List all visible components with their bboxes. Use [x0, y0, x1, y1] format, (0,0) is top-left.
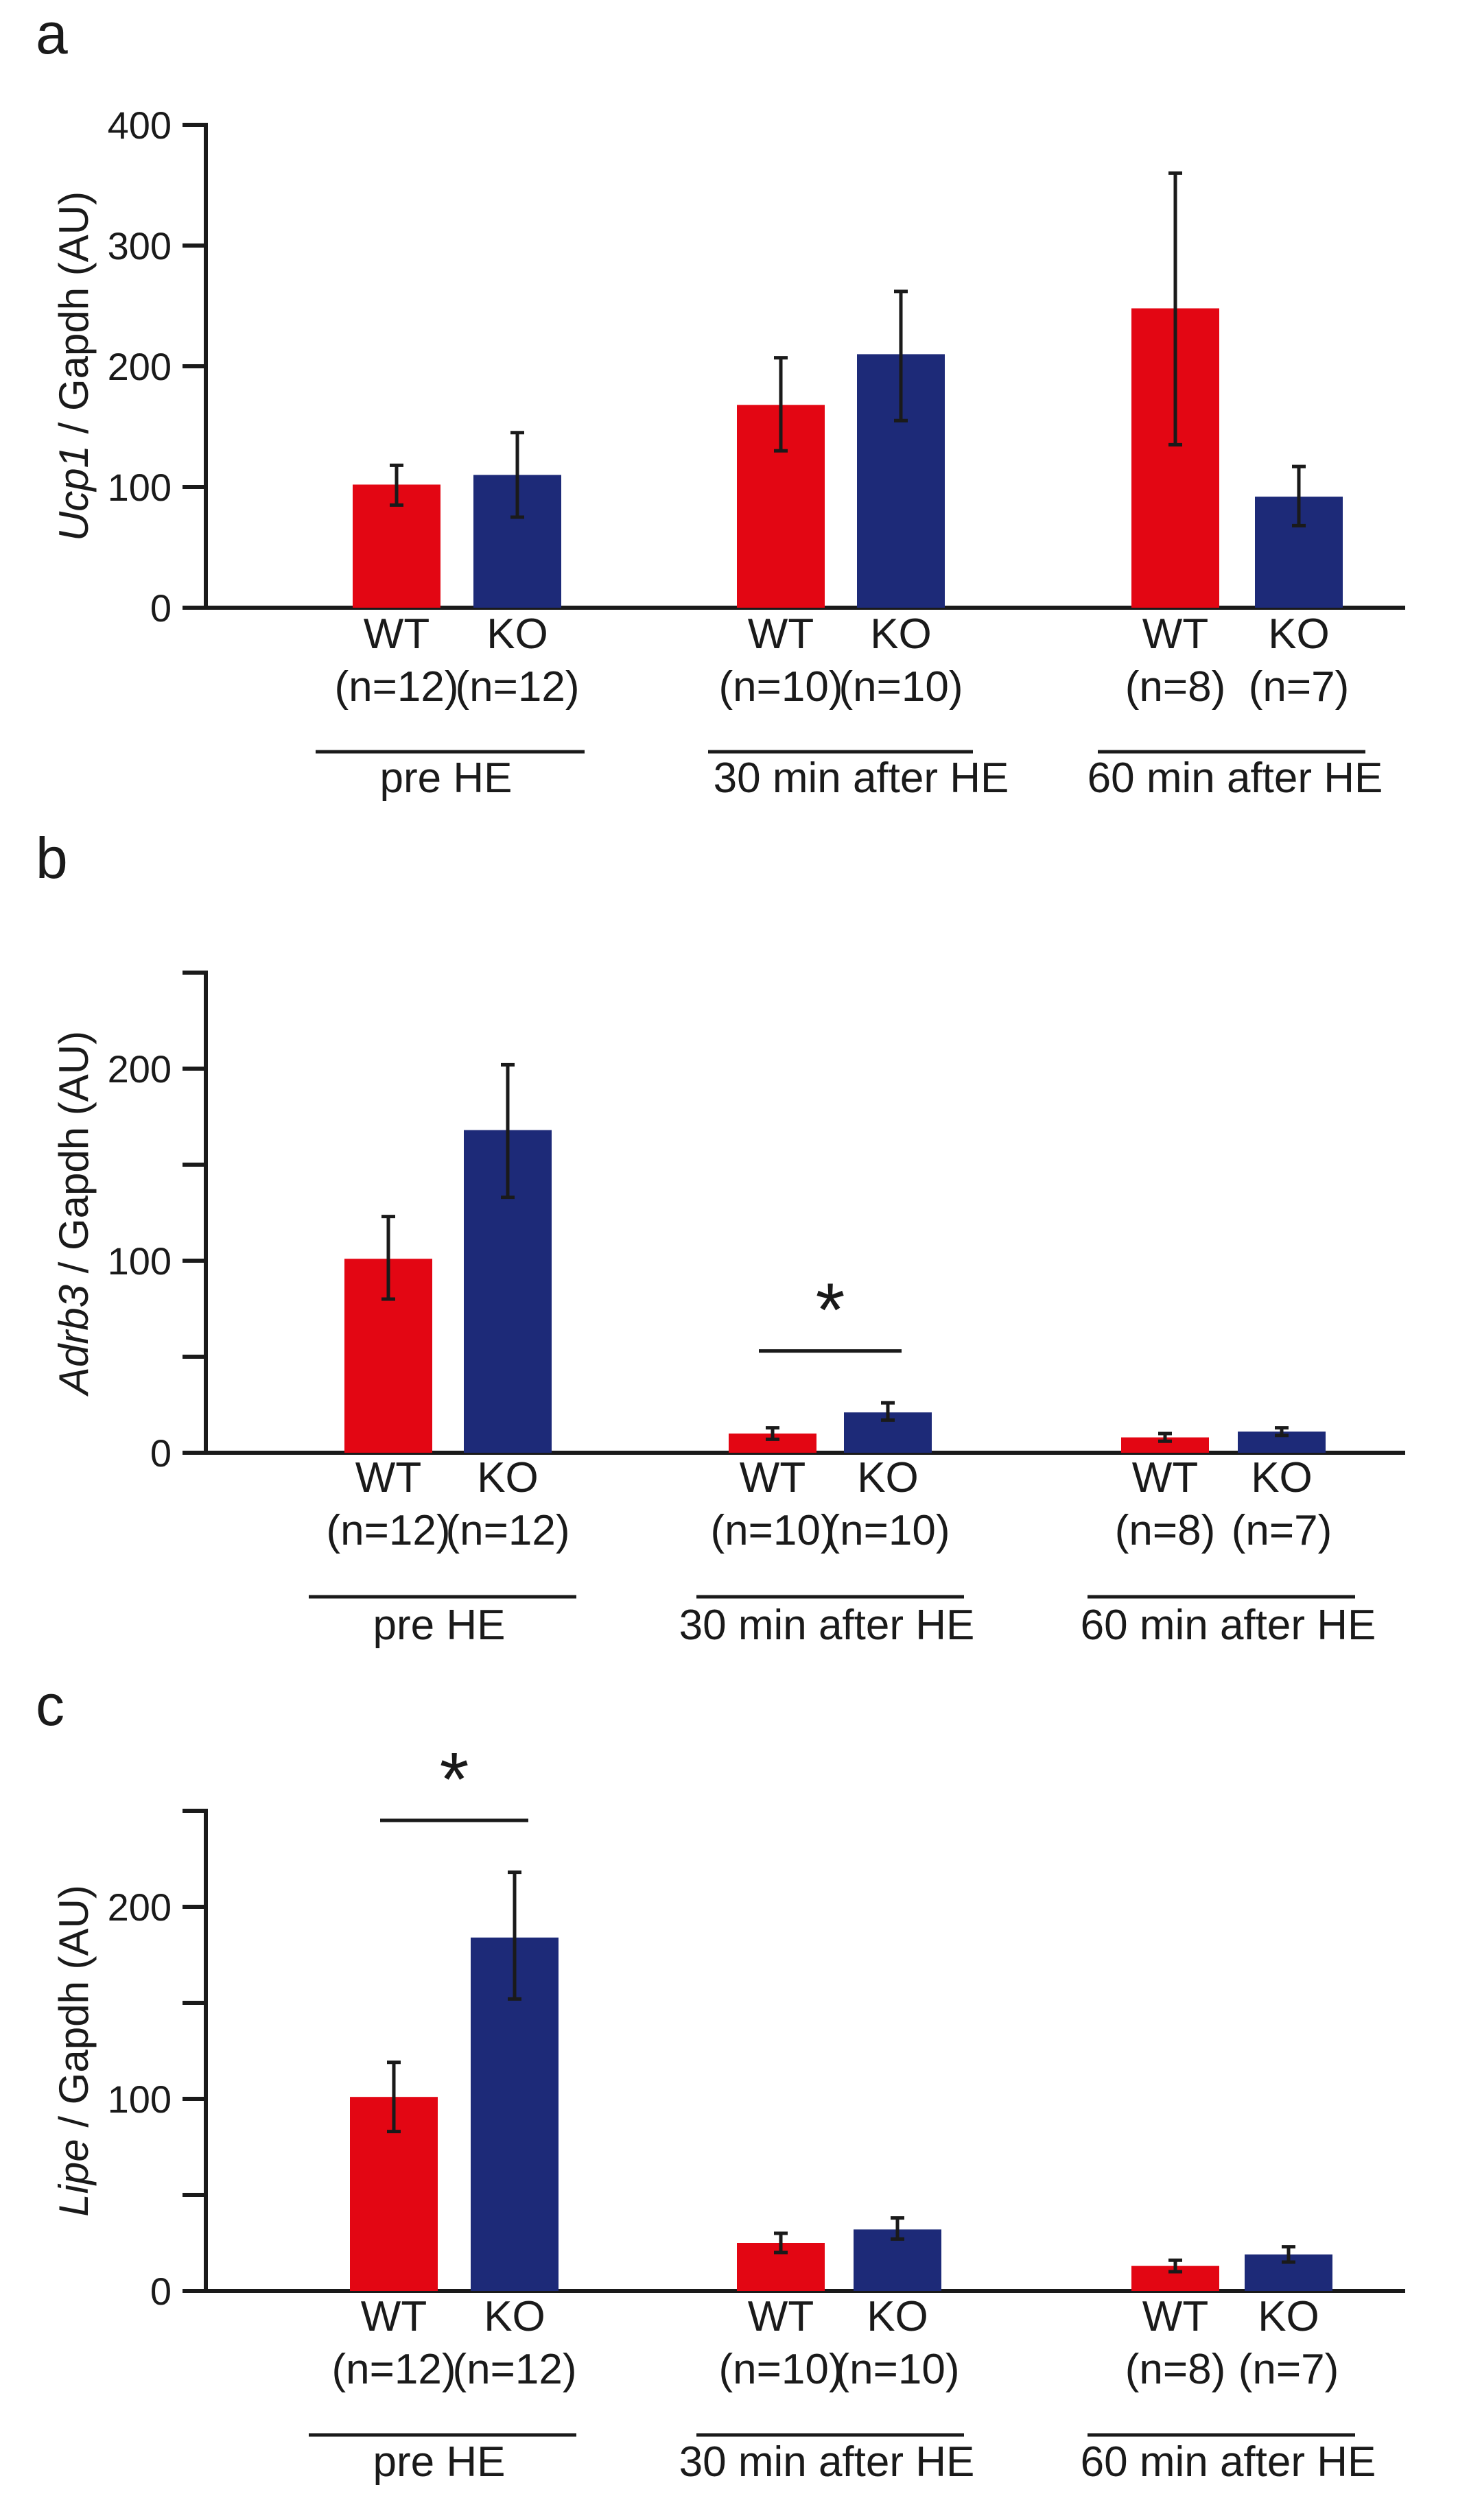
sample-size-label: (n=10): [711, 1507, 835, 1554]
group-label: pre HE: [373, 2438, 506, 2486]
sample-size-label: (n=12): [332, 2346, 456, 2393]
sample-size-label: (n=7): [1238, 2346, 1339, 2393]
bar-wt: [1121, 1437, 1209, 1453]
y-axis-label-gene: Lipe: [51, 2128, 97, 2217]
sample-size-label: (n=10): [836, 2346, 960, 2393]
genotype-label: KO: [1258, 2293, 1319, 2340]
y-axis-label-unit: / Gapdh (AU): [51, 1885, 97, 2127]
y-tick-label: 200: [108, 345, 172, 388]
panel-letter: a: [36, 1, 68, 66]
genotype-label: WT: [740, 1454, 806, 1501]
genotype-label: WT: [355, 1454, 421, 1501]
group-label: 60 min after HE: [1088, 754, 1383, 802]
sample-size-label: (n=8): [1125, 663, 1225, 711]
genotype-label: WT: [361, 2293, 427, 2340]
y-tick-label: 0: [150, 1431, 172, 1475]
y-axis-label-gene: Adrb3: [51, 1273, 97, 1396]
sample-size-label: (n=12): [453, 2346, 577, 2393]
group-label: 30 min after HE: [679, 1602, 975, 1649]
sample-size-label: (n=7): [1232, 1507, 1332, 1554]
group-label: pre HE: [380, 754, 513, 802]
genotype-label: WT: [364, 610, 430, 658]
y-tick-label: 300: [108, 224, 172, 268]
sample-size-label: (n=10): [839, 663, 963, 711]
group-label: 60 min after HE: [1081, 2438, 1376, 2486]
sample-size-label: (n=8): [1115, 1507, 1215, 1554]
group-label: 30 min after HE: [679, 2438, 975, 2486]
sample-size-label: (n=10): [826, 1507, 950, 1554]
sample-size-label: (n=12): [335, 663, 459, 711]
group-label: pre HE: [373, 1602, 506, 1649]
genotype-label: KO: [867, 2293, 928, 2340]
panel-letter: c: [36, 1673, 64, 1737]
y-tick-label: 400: [108, 104, 172, 147]
genotype-label: WT: [1132, 1454, 1198, 1501]
genotype-label: KO: [870, 610, 932, 658]
y-tick-label: 100: [108, 1239, 172, 1283]
sample-size-label: (n=7): [1249, 663, 1349, 711]
sample-size-label: (n=8): [1125, 2346, 1225, 2393]
sample-size-label: (n=10): [719, 663, 843, 711]
genotype-label: WT: [1142, 610, 1208, 658]
y-tick-label: 100: [108, 2078, 172, 2121]
group-label: 60 min after HE: [1081, 1602, 1376, 1649]
genotype-label: KO: [1251, 1454, 1313, 1501]
y-axis-label: Ucp1 / Gapdh (AU): [51, 191, 97, 541]
y-tick-label: 200: [108, 1886, 172, 1929]
y-tick-label: 100: [108, 466, 172, 509]
genotype-label: WT: [1142, 2293, 1208, 2340]
genotype-label: KO: [857, 1454, 919, 1501]
panel-a: a 0 100 200 300 400 Ucp1 / Gapdh (AU) WT (n=12) K…: [36, 1, 1405, 802]
genotype-label: KO: [1268, 610, 1330, 658]
genotype-label: KO: [484, 2293, 545, 2340]
panel-letter: b: [36, 826, 68, 890]
group-label: 30 min after HE: [714, 754, 1009, 802]
significance-star: *: [816, 1268, 845, 1353]
genotype-label: KO: [486, 610, 548, 658]
genotype-label: KO: [477, 1454, 539, 1501]
y-tick-label: 0: [150, 2270, 172, 2313]
y-axis-label-gene: Ucp1: [51, 433, 97, 541]
y-axis-label-unit: / Gapdh (AU): [51, 1031, 97, 1273]
y-tick-label: 0: [150, 586, 172, 630]
panel-c: c 0 100 200 Lipe / Gapdh (AU) WT (n=12) KO (n=12…: [36, 1673, 1405, 2486]
sample-size-label: (n=12): [456, 663, 580, 711]
y-axis-label-unit: / Gapdh (AU): [51, 191, 97, 433]
y-axis-label: Lipe / Gapdh (AU): [51, 1885, 97, 2217]
sample-size-label: (n=10): [719, 2346, 843, 2393]
significance-star: *: [440, 1737, 469, 1822]
y-axis-label: Adrb3 / Gapdh (AU): [51, 1031, 97, 1396]
y-tick-label: 200: [108, 1047, 172, 1091]
sample-size-label: (n=12): [446, 1507, 570, 1554]
sample-size-label: (n=12): [327, 1507, 451, 1554]
genotype-label: WT: [748, 610, 814, 658]
genotype-label: WT: [748, 2293, 814, 2340]
